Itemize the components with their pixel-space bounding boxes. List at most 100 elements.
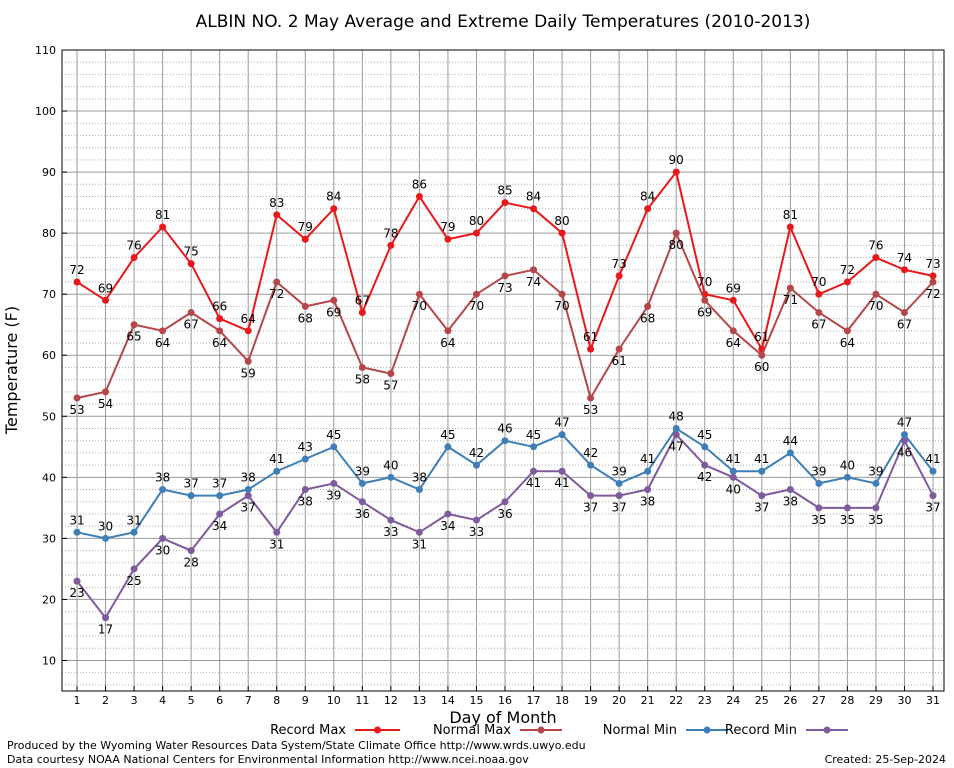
y-tick-label: 30 <box>42 532 56 545</box>
x-tick-label: 22 <box>669 694 683 707</box>
y-tick-label: 20 <box>42 593 56 606</box>
normal-min-point <box>701 443 709 451</box>
normal-max-data-label: 57 <box>383 379 398 393</box>
normal-max-point <box>244 357 252 365</box>
record-max-point <box>843 278 851 286</box>
normal-max-point <box>273 278 281 286</box>
record-max-point <box>530 205 538 213</box>
record-max-point <box>872 254 880 262</box>
normal-max-point <box>786 284 794 292</box>
normal-min-data-label: 42 <box>469 446 484 460</box>
normal-min-point <box>102 534 110 542</box>
record-max-point <box>558 229 566 237</box>
record-min-data-label: 30 <box>155 543 170 557</box>
record-min-data-label: 23 <box>69 586 84 600</box>
record-max-point <box>415 193 423 201</box>
record-min-data-label: 46 <box>897 446 912 460</box>
record-min-data-label: 36 <box>497 507 512 521</box>
record-max-data-label: 75 <box>183 245 198 259</box>
y-tick-label: 10 <box>42 654 56 667</box>
normal-min-data-label: 45 <box>526 428 541 442</box>
legend-marker-record-min <box>823 726 831 734</box>
normal-min-data-label: 40 <box>383 458 398 472</box>
record-max-point <box>102 296 110 304</box>
record-min-point <box>843 504 851 512</box>
record-max-data-label: 76 <box>126 239 141 253</box>
record-min-data-label: 41 <box>554 476 569 490</box>
normal-max-point <box>472 290 480 298</box>
normal-min-series: 31 30 31 38 37 37 38 41 43 45 39 40 38 45 42 46 45 47 42 39… <box>69 409 941 542</box>
record-max-data-label: 74 <box>897 251 912 265</box>
record-max-point <box>159 223 167 231</box>
x-tick-label: 20 <box>612 694 626 707</box>
record-max-point <box>244 327 252 335</box>
record-min-point <box>102 614 110 622</box>
series-group: 72 69 76 81 75 66 64 83 79 84 67 78 86 79 80 85 84 80 61 73… <box>69 153 940 637</box>
record-min-point <box>644 486 652 494</box>
record-max-point <box>73 278 81 286</box>
normal-max-data-label: 53 <box>69 403 84 417</box>
record-max-point <box>301 235 309 243</box>
record-max-point <box>900 266 908 274</box>
record-min-point <box>786 486 794 494</box>
record-min-data-label: 42 <box>697 470 712 484</box>
x-tick-label: 23 <box>698 694 712 707</box>
normal-max-data-label: 64 <box>155 336 170 350</box>
normal-max-point <box>815 309 823 317</box>
normal-max-point <box>872 290 880 298</box>
normal-min-point <box>843 473 851 481</box>
normal-max-data-label: 71 <box>783 293 798 307</box>
normal-max-point <box>159 327 167 335</box>
normal-max-data-label: 64 <box>440 336 455 350</box>
normal-max-data-label: 67 <box>183 318 198 332</box>
normal-max-point <box>387 370 395 378</box>
record-min-data-label: 34 <box>212 519 227 533</box>
record-max-data-label: 72 <box>69 263 84 277</box>
normal-min-data-label: 47 <box>897 416 912 430</box>
normal-max-data-label: 69 <box>697 305 712 319</box>
normal-max-data-label: 69 <box>326 305 341 319</box>
record-min-data-label: 37 <box>611 501 626 515</box>
record-min-point <box>387 516 395 524</box>
normal-max-point <box>102 388 110 396</box>
normal-max-data-label: 73 <box>497 281 512 295</box>
normal-min-point <box>900 431 908 439</box>
y-tick-label: 100 <box>35 105 56 118</box>
x-tick-label: 19 <box>584 694 598 707</box>
normal-max-point <box>130 321 138 329</box>
record-max-point <box>130 254 138 262</box>
normal-min-point <box>758 467 766 475</box>
normal-max-point <box>929 278 937 286</box>
normal-min-data-label: 38 <box>155 471 170 485</box>
record-max-point <box>615 272 623 280</box>
normal-min-data-label: 39 <box>355 464 370 478</box>
normal-min-point <box>415 486 423 494</box>
normal-max-point <box>843 327 851 335</box>
record-max-data-label: 85 <box>497 184 512 198</box>
y-axis-label: Temperature (F) <box>2 306 21 435</box>
record-max-data-label: 83 <box>269 196 284 210</box>
normal-min-data-label: 41 <box>640 452 655 466</box>
x-tick-label: 3 <box>131 694 138 707</box>
normal-max-data-label: 70 <box>868 299 883 313</box>
normal-max-data-label: 64 <box>840 336 855 350</box>
x-tick-label: 16 <box>498 694 512 707</box>
normal-max-data-label: 60 <box>754 360 769 374</box>
record-max-data-label: 61 <box>754 330 769 344</box>
normal-min-point <box>815 479 823 487</box>
x-tick-label: 11 <box>355 694 369 707</box>
record-max-point <box>273 211 281 219</box>
normal-min-point <box>786 449 794 457</box>
record-max-data-label: 79 <box>440 220 455 234</box>
normal-min-data-label: 41 <box>726 452 741 466</box>
record-max-data-label: 84 <box>526 190 541 204</box>
normal-min-data-label: 48 <box>669 409 684 423</box>
record-min-point <box>216 510 224 518</box>
record-min-data-label: 31 <box>269 537 284 551</box>
legend: Record Max Normal Max Normal Min Record Min <box>270 723 848 738</box>
record-min-point <box>758 492 766 500</box>
record-min-point <box>301 486 309 494</box>
normal-min-point <box>73 528 81 536</box>
record-max-data-label: 81 <box>155 208 170 222</box>
normal-min-data-label: 39 <box>611 464 626 478</box>
